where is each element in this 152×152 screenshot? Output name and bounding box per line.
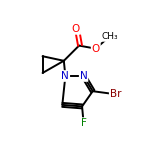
- Text: N: N: [62, 71, 69, 81]
- Text: CH₃: CH₃: [101, 32, 118, 41]
- Text: N: N: [80, 71, 87, 81]
- Text: Br: Br: [110, 89, 121, 99]
- Text: O: O: [72, 24, 80, 34]
- Text: F: F: [81, 118, 86, 128]
- Text: O: O: [92, 44, 100, 54]
